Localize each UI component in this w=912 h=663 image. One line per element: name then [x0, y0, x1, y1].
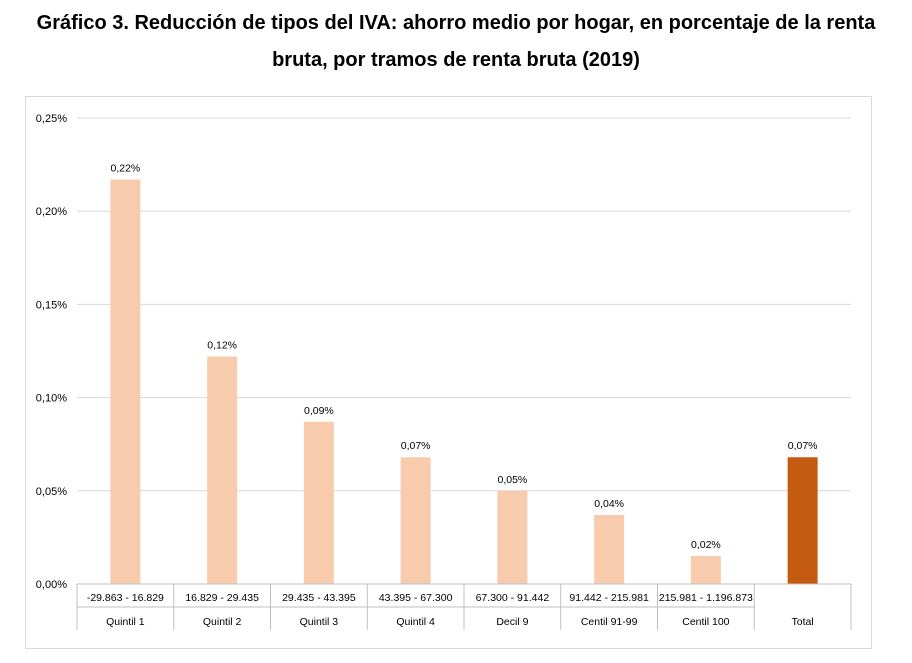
chart-frame: [25, 96, 872, 649]
x-tick-label-range: 43.395 - 67.300: [379, 592, 453, 604]
x-tick-label-range: -29.863 - 16.829: [87, 592, 164, 604]
x-tick-label-range: 91.442 - 215.981: [569, 592, 649, 604]
chart-title-line-1: Gráfico 3. Reducción de tipos del IVA: a…: [36, 12, 876, 34]
x-tick-label-range: 215.981 - 1.196.873: [659, 592, 753, 604]
x-tick-label-group: Quintil 1: [106, 616, 145, 628]
data-label: 0,07%: [401, 440, 431, 452]
y-tick-label: 0,10%: [36, 393, 67, 405]
y-tick-label: 0,00%: [36, 579, 67, 591]
y-tick-label: 0,25%: [36, 113, 67, 125]
x-tick-label-group: Quintil 4: [396, 616, 435, 628]
chart-title-line-2: bruta, por tramos de renta bruta (2019): [272, 49, 640, 71]
x-tick-label-group: Centil 91-99: [581, 616, 638, 628]
y-tick-label: 0,05%: [36, 486, 67, 498]
y-tick-label: 0,20%: [36, 206, 67, 218]
bar: [303, 421, 334, 584]
x-tick-label-group: Centil 100: [682, 616, 729, 628]
x-tick-label-range: 67.300 - 91.442: [476, 592, 550, 604]
bar: [787, 457, 818, 584]
bar: [497, 490, 528, 584]
bar: [594, 515, 625, 584]
data-label: 0,22%: [110, 163, 140, 175]
x-tick-label-group: Quintil 2: [203, 616, 242, 628]
data-label: 0,02%: [691, 539, 721, 551]
bar: [690, 556, 721, 584]
x-tick-label-group: Quintil 3: [300, 616, 339, 628]
data-label: 0,12%: [207, 340, 237, 352]
bar: [207, 356, 238, 584]
bar: [400, 457, 431, 584]
x-tick-label-range: 29.435 - 43.395: [282, 592, 356, 604]
bar: [110, 179, 141, 584]
y-tick-label: 0,15%: [36, 299, 67, 311]
data-label: 0,05%: [497, 474, 527, 486]
x-tick-label-range: 16.829 - 29.435: [185, 592, 259, 604]
x-tick-label-group: Total: [792, 616, 814, 628]
data-label: 0,09%: [304, 405, 334, 417]
data-label: 0,07%: [788, 440, 818, 452]
x-tick-label-group: Decil 9: [496, 616, 528, 628]
data-label: 0,04%: [594, 498, 624, 510]
